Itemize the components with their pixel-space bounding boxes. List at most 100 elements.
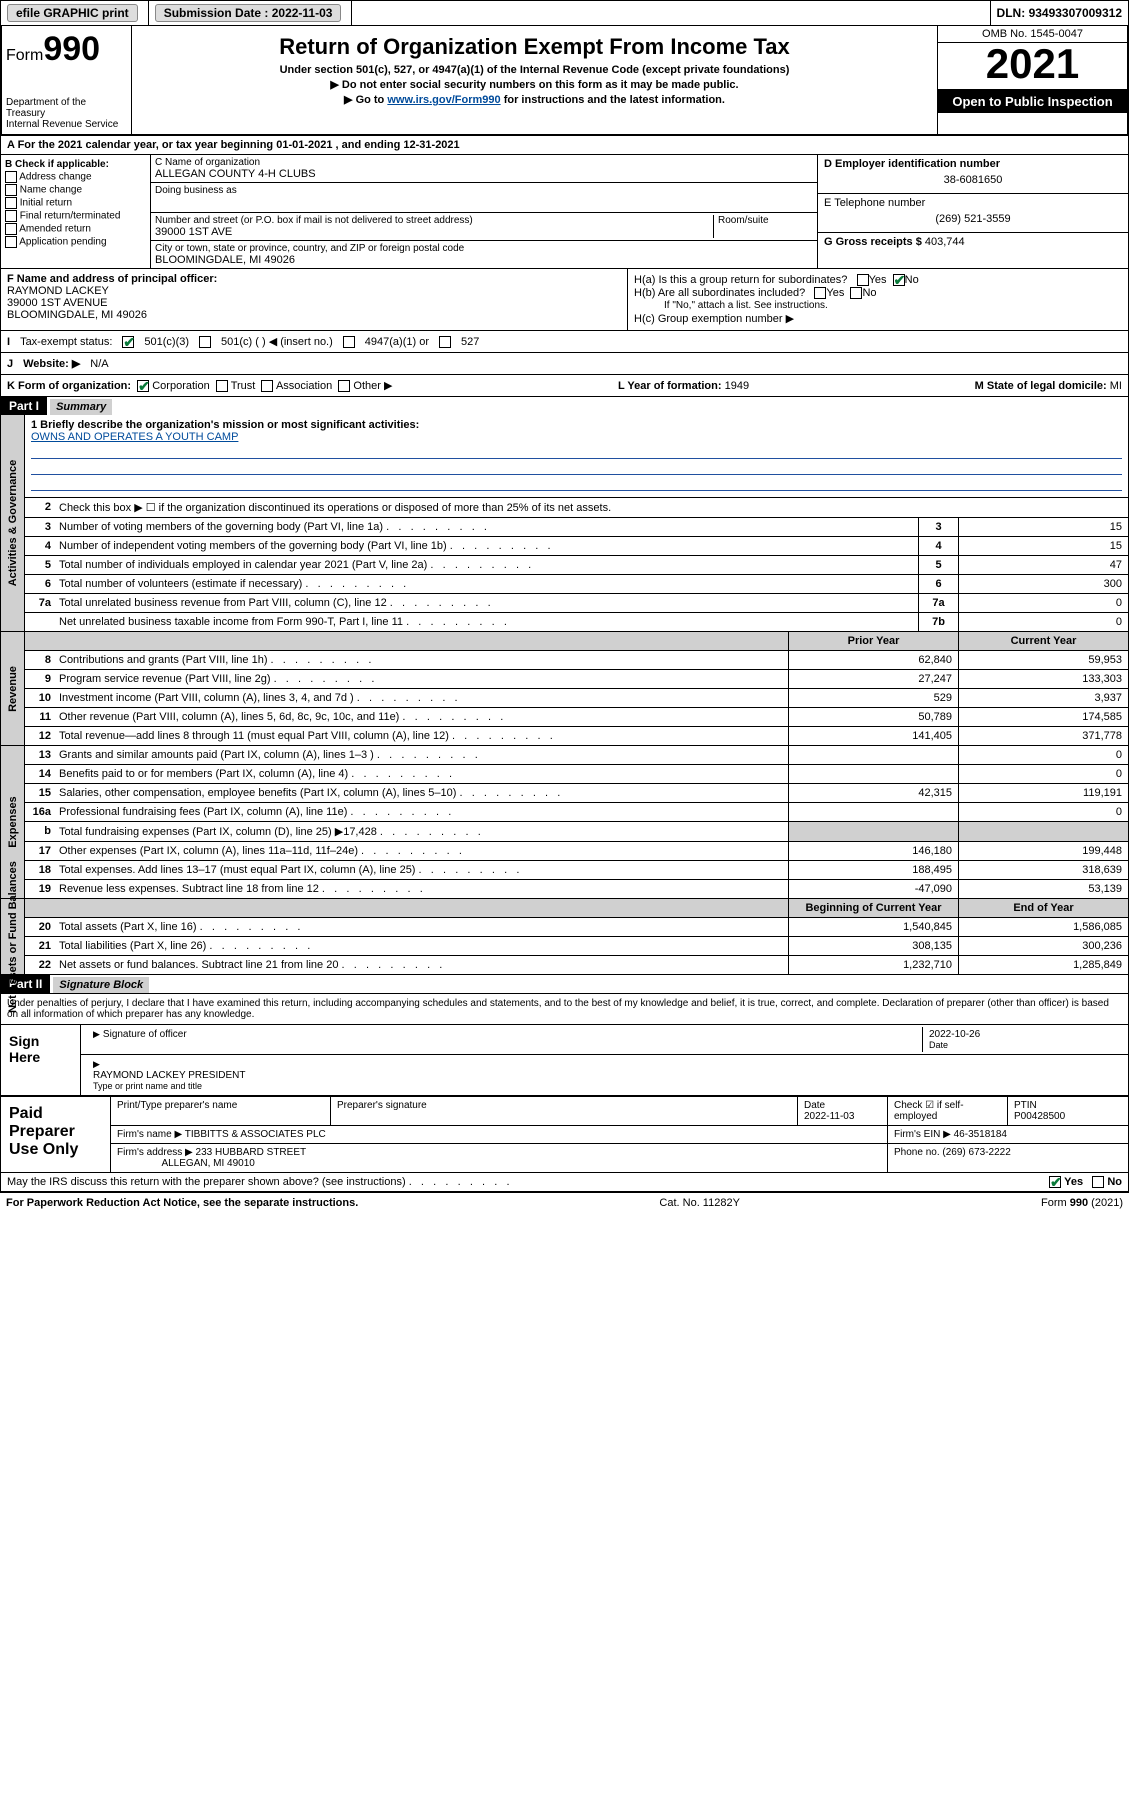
summary-line: 11Other revenue (Part VIII, column (A), …	[25, 708, 1128, 727]
summary-line: 7aTotal unrelated business revenue from …	[25, 594, 1128, 613]
paid-preparer-grid: Paid Preparer Use Only Print/Type prepar…	[1, 1095, 1128, 1172]
mission-text[interactable]: OWNS AND OPERATES A YOUTH CAMP	[31, 431, 238, 443]
phone-value: (269) 521-3559	[824, 209, 1122, 229]
part-i-hdr: Part I	[1, 397, 47, 415]
preparer-row-3: Firm's address ▶ 233 HUBBARD STREET ALLE…	[111, 1144, 1128, 1172]
summary-line: 18Total expenses. Add lines 13–17 (must …	[25, 861, 1128, 880]
city-state-zip: BLOOMINGDALE, MI 49026	[155, 254, 813, 266]
org-name: ALLEGAN COUNTY 4-H CLUBS	[155, 168, 813, 180]
chk-final[interactable]: Final return/terminated	[5, 210, 146, 222]
chk-name[interactable]: Name change	[5, 184, 146, 196]
preparer-row-1: Print/Type preparer's name Preparer's si…	[111, 1097, 1128, 1126]
website-value: N/A	[90, 358, 108, 370]
irs-label: Internal Revenue Service	[6, 119, 127, 130]
row-klm: K Form of organization: Corporation Trus…	[1, 374, 1128, 396]
gov-section: Activities & Governance 1 Briefly descri…	[1, 415, 1128, 631]
footer-right: Form 990 (2021)	[1041, 1197, 1123, 1209]
submission-cell: Submission Date : 2022-11-03	[149, 1, 353, 25]
footer-left: For Paperwork Reduction Act Notice, see …	[6, 1197, 358, 1209]
gross-receipts: 403,744	[925, 236, 965, 248]
spacer	[352, 1, 990, 25]
room-label: Room/suite	[713, 215, 813, 238]
summary-line: 3Number of voting members of the governi…	[25, 518, 1128, 537]
officer-name-line: RAYMOND LACKEY PRESIDENT Type or print n…	[81, 1055, 1128, 1095]
period-row: A For the 2021 calendar year, or tax yea…	[1, 136, 1128, 155]
form-title: Return of Organization Exempt From Incom…	[140, 34, 929, 60]
tax-year: 2021	[938, 43, 1127, 90]
sign-here-grid: Sign Here Signature of officer 2022-10-2…	[1, 1024, 1128, 1095]
form-header: Form990 Department of the Treasury Inter…	[0, 26, 1129, 136]
summary-line: bTotal fundraising expenses (Part IX, co…	[25, 822, 1128, 842]
page-footer: For Paperwork Reduction Act Notice, see …	[0, 1192, 1129, 1213]
ha-no-chk[interactable]	[893, 274, 905, 286]
header-right: OMB No. 1545-0047 2021 Open to Public In…	[937, 26, 1127, 134]
ein-cell: D Employer identification number 38-6081…	[818, 155, 1128, 194]
section-b-title: B Check if applicable:	[5, 159, 109, 170]
summary-line: 19Revenue less expenses. Subtract line 1…	[25, 880, 1128, 898]
header-center: Return of Organization Exempt From Incom…	[132, 26, 937, 134]
summary-line: 4Number of independent voting members of…	[25, 537, 1128, 556]
row-k: K Form of organization: Corporation Trus…	[7, 379, 392, 392]
efile-button[interactable]: efile GRAPHIC print	[7, 4, 138, 22]
phone-cell: E Telephone number (269) 521-3559	[818, 194, 1128, 233]
officer-name: RAYMOND LACKEY	[7, 285, 109, 297]
org-name-cell: C Name of organization ALLEGAN COUNTY 4-…	[151, 155, 817, 183]
summary-line: 10Investment income (Part VIII, column (…	[25, 689, 1128, 708]
penalty-text: Under penalties of perjury, I declare th…	[1, 994, 1128, 1024]
bcde-grid: B Check if applicable: Address change Na…	[1, 155, 1128, 268]
side-rev: Revenue	[1, 632, 25, 745]
section-c: C Name of organization ALLEGAN COUNTY 4-…	[151, 155, 818, 268]
501c3-chk[interactable]	[122, 336, 134, 348]
section-f: F Name and address of principal officer:…	[1, 269, 628, 330]
may-irs-row: May the IRS discuss this return with the…	[1, 1172, 1128, 1191]
efile-label: efile GRAPHIC print	[1, 1, 149, 25]
section-fh: F Name and address of principal officer:…	[1, 268, 1128, 330]
dba-cell: Doing business as	[151, 183, 817, 213]
summary-line: Net unrelated business taxable income fr…	[25, 613, 1128, 631]
row-l: L Year of formation: 1949	[618, 380, 749, 392]
summary-line: 15Salaries, other compensation, employee…	[25, 784, 1128, 803]
summary-line: 21Total liabilities (Part X, line 26)308…	[25, 937, 1128, 956]
hb-note: If "No," attach a list. See instructions…	[634, 300, 1122, 311]
h-a: H(a) Is this a group return for subordin…	[634, 274, 1122, 286]
preparer-row-2: Firm's name ▶ TIBBITTS & ASSOCIATES PLC …	[111, 1126, 1128, 1144]
footer-mid: Cat. No. 11282Y	[659, 1197, 740, 1209]
row-j: J Website: ▶ N/A	[1, 352, 1128, 374]
section-b: B Check if applicable: Address change Na…	[1, 155, 151, 268]
side-gov: Activities & Governance	[1, 415, 25, 631]
instructions-link[interactable]: www.irs.gov/Form990	[387, 94, 500, 106]
summary-line: 20Total assets (Part X, line 16)1,540,84…	[25, 918, 1128, 937]
row-i: I Tax-exempt status: 501(c)(3) 501(c) ( …	[1, 330, 1128, 352]
chk-amended[interactable]: Amended return	[5, 223, 146, 235]
summary-line: 16aProfessional fundraising fees (Part I…	[25, 803, 1128, 822]
exp-section: Expenses 13Grants and similar amounts pa…	[1, 745, 1128, 898]
chk-initial[interactable]: Initial return	[5, 197, 146, 209]
top-bar: efile GRAPHIC print Submission Date : 20…	[0, 0, 1129, 26]
h-b: H(b) Are all subordinates included? Yes …	[634, 287, 1122, 299]
street-address: 39000 1ST AVE	[155, 226, 713, 238]
subtitle-2: ▶ Do not enter social security numbers o…	[140, 78, 929, 91]
submission-button[interactable]: Submission Date : 2022-11-03	[155, 4, 342, 22]
sig-date: 2022-10-26	[929, 1029, 1116, 1040]
subtitle-1: Under section 501(c), 527, or 4947(a)(1)…	[140, 64, 929, 76]
summary-line: 22Net assets or fund balances. Subtract …	[25, 956, 1128, 974]
part-ii-title: Signature Block	[53, 977, 149, 993]
summary-line: 8Contributions and grants (Part VIII, li…	[25, 651, 1128, 670]
q1: 1 Briefly describe the organization's mi…	[25, 415, 1128, 497]
hb-yes-chk[interactable]	[814, 287, 826, 299]
sign-here-label: Sign Here	[1, 1025, 81, 1095]
section-de: D Employer identification number 38-6081…	[818, 155, 1128, 268]
side-net: Net Assets or Fund Balances	[1, 899, 25, 974]
identity-block: A For the 2021 calendar year, or tax yea…	[0, 136, 1129, 397]
signature-block: Under penalties of perjury, I declare th…	[0, 994, 1129, 1192]
hb-no-chk[interactable]	[850, 287, 862, 299]
irs-no-chk[interactable]	[1092, 1176, 1104, 1188]
chk-pending[interactable]: Application pending	[5, 236, 146, 248]
summary-line: 5Total number of individuals employed in…	[25, 556, 1128, 575]
form-number: Form990	[6, 30, 127, 69]
ha-yes-chk[interactable]	[857, 274, 869, 286]
chk-address[interactable]: Address change	[5, 171, 146, 183]
irs-yes-chk[interactable]	[1049, 1176, 1061, 1188]
gross-cell: G Gross receipts $ 403,744	[818, 233, 1128, 251]
h-c: H(c) Group exemption number ▶	[634, 312, 1122, 325]
